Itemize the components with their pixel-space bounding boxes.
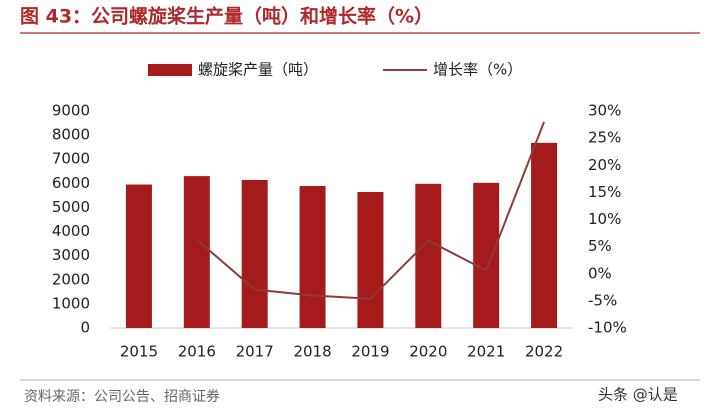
bar: [531, 142, 558, 328]
y2-tick-label: 15%: [588, 183, 621, 201]
watermark: 头条 @认是: [598, 386, 678, 404]
x-tick-label: 2022: [525, 343, 563, 361]
bar: [473, 182, 500, 328]
chart-title: 图 43：公司螺旋桨生产量（吨）和增长率（%）: [20, 5, 433, 28]
y-tick-label: 7000: [52, 150, 90, 168]
x-tick-label: 2016: [178, 343, 216, 361]
bar: [183, 176, 210, 328]
bar: [415, 183, 442, 328]
y-tick-label: 5000: [52, 198, 90, 216]
bar: [125, 184, 152, 328]
bar: [357, 192, 384, 328]
y-tick-label: 4000: [52, 222, 90, 240]
x-tick-label: 2020: [409, 343, 447, 361]
x-tick-label: 2019: [351, 343, 389, 361]
bar: [241, 179, 268, 328]
y-tick-label: 9000: [52, 102, 90, 120]
line: [196, 121, 545, 300]
source-note: 资料来源：公司公告、招商证券: [24, 389, 220, 405]
y2-tick-label: -5%: [588, 291, 617, 309]
y2-tick-label: 20%: [588, 156, 621, 174]
legend-swatch: [148, 64, 192, 76]
x-tick-label: 2021: [467, 343, 505, 361]
y2-tick-label: 30%: [588, 102, 621, 120]
legend-label: 螺旋桨产量（吨）: [198, 61, 318, 79]
y2-tick-label: -10%: [588, 319, 627, 337]
y-tick-label: 3000: [52, 246, 90, 264]
x-tick-label: 2015: [120, 343, 158, 361]
x-tick-label: 2017: [236, 343, 274, 361]
y-tick-label: 6000: [52, 174, 90, 192]
y2-tick-label: 5%: [588, 237, 612, 255]
y2-tick-label: 10%: [588, 210, 621, 228]
y2-tick-label: 0%: [588, 264, 612, 282]
y-tick-label: 2000: [52, 270, 90, 288]
y-tick-label: 1000: [52, 294, 90, 312]
legend-label: 增长率（%）: [433, 61, 522, 79]
y-tick-label: 8000: [52, 126, 90, 144]
x-tick-label: 2018: [293, 343, 331, 361]
y2-tick-label: 25%: [588, 129, 621, 147]
y-tick-label: 0: [80, 319, 90, 337]
bar: [299, 185, 326, 328]
